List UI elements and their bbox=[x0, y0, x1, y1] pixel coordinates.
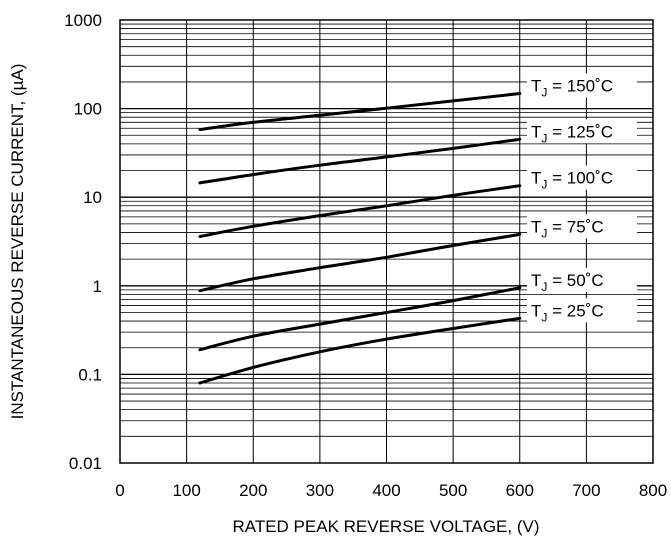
series-line bbox=[198, 92, 522, 132]
x-axis-label: RATED PEAK REVERSE VOLTAGE, (V) bbox=[232, 517, 539, 536]
series-label-background bbox=[527, 119, 637, 144]
x-tick-label: 100 bbox=[172, 481, 200, 500]
series-label-temperature: = 25˚C bbox=[547, 301, 603, 320]
series-label-text: TJ = 125˚C bbox=[531, 122, 613, 145]
y-tick-label: 10 bbox=[83, 188, 102, 207]
series-line bbox=[198, 232, 522, 293]
series-line bbox=[198, 137, 522, 185]
series-label-background bbox=[527, 73, 637, 98]
x-tick-label: 400 bbox=[372, 481, 400, 500]
x-tick-label: 600 bbox=[506, 481, 534, 500]
series-label-name: T bbox=[531, 301, 541, 320]
x-tick-label: 800 bbox=[639, 481, 667, 500]
x-tick-label: 0 bbox=[115, 481, 124, 500]
series-label-subscript: J bbox=[541, 178, 547, 192]
series-label-text: TJ = 50˚C bbox=[531, 271, 604, 294]
y-axis-label: INSTANTANEOUS REVERSE CURRENT, (µA) bbox=[8, 64, 27, 420]
series-label-name: T bbox=[531, 217, 541, 236]
series-label: TJ = 75˚C bbox=[527, 214, 637, 240]
y-tick-label: 1000 bbox=[64, 11, 102, 30]
series-label: TJ = 100˚C bbox=[527, 165, 637, 192]
series-label-name: T bbox=[531, 169, 541, 188]
series-label-name: T bbox=[531, 271, 541, 290]
series-label-temperature: = 125˚C bbox=[547, 122, 613, 141]
x-tick-label: 500 bbox=[439, 481, 467, 500]
series-labels: TJ = 150˚CTJ = 125˚CTJ = 100˚CTJ = 75˚CT… bbox=[527, 73, 637, 324]
series-label-text: TJ = 75˚C bbox=[531, 217, 604, 240]
series-label-subscript: J bbox=[541, 280, 547, 294]
y-tick-labels: 0.01 0.1 1 10 100 1000 bbox=[64, 11, 102, 473]
series-label-subscript: J bbox=[541, 131, 547, 145]
series-label: TJ = 25˚C bbox=[527, 298, 637, 324]
series-lines bbox=[198, 92, 522, 385]
series-label-background bbox=[527, 298, 637, 323]
series-label-name: T bbox=[531, 122, 541, 141]
series-label: TJ = 150˚C bbox=[527, 73, 637, 100]
series-label-subscript: J bbox=[541, 226, 547, 240]
series-label: TJ = 50˚C bbox=[527, 267, 637, 294]
series-label-temperature: = 50˚C bbox=[547, 271, 603, 290]
y-tick-label: 0.1 bbox=[78, 365, 102, 384]
x-tick-labels: 0 100 200 300 400 500 600 700 800 bbox=[115, 481, 667, 500]
series-line bbox=[198, 316, 522, 385]
series-label-temperature: = 150˚C bbox=[547, 77, 613, 96]
y-tick-label: 0.01 bbox=[69, 454, 102, 473]
series-label-subscript: J bbox=[541, 86, 547, 100]
series-label-text: TJ = 100˚C bbox=[531, 169, 613, 192]
series-label-background bbox=[527, 214, 637, 239]
y-tick-label: 100 bbox=[74, 100, 102, 119]
x-tick-label: 300 bbox=[306, 481, 334, 500]
series-line bbox=[198, 286, 522, 352]
series-label-background bbox=[527, 165, 637, 190]
x-tick-label: 200 bbox=[239, 481, 267, 500]
series-line bbox=[198, 184, 522, 238]
series-label-text: TJ = 25˚C bbox=[531, 301, 604, 324]
series-label: TJ = 125˚C bbox=[527, 119, 637, 145]
series-label-background bbox=[527, 267, 637, 292]
series-label-temperature: = 75˚C bbox=[547, 217, 603, 236]
x-tick-label: 700 bbox=[572, 481, 600, 500]
y-tick-label: 1 bbox=[93, 277, 102, 296]
series-label-subscript: J bbox=[541, 310, 547, 324]
plot-frame bbox=[119, 19, 654, 464]
series-label-temperature: = 100˚C bbox=[547, 169, 613, 188]
series-label-text: TJ = 150˚C bbox=[531, 77, 613, 100]
series-label-name: T bbox=[531, 77, 541, 96]
